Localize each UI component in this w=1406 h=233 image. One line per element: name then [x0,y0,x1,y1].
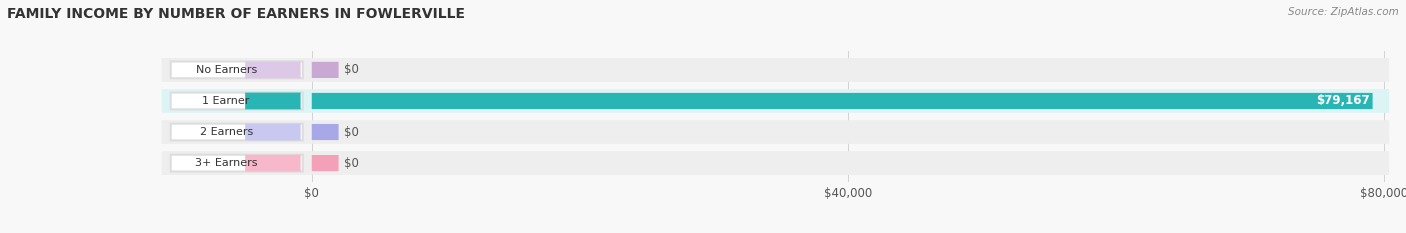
FancyBboxPatch shape [245,124,301,140]
Text: No Earners: No Earners [195,65,257,75]
FancyBboxPatch shape [312,155,339,171]
FancyBboxPatch shape [245,62,301,78]
FancyBboxPatch shape [162,89,1389,113]
Text: 3+ Earners: 3+ Earners [195,158,257,168]
Text: $0: $0 [344,126,359,139]
FancyBboxPatch shape [312,62,339,78]
FancyBboxPatch shape [245,155,301,171]
Text: $79,167: $79,167 [1316,94,1369,107]
FancyBboxPatch shape [170,155,302,171]
Text: Source: ZipAtlas.com: Source: ZipAtlas.com [1288,7,1399,17]
Text: FAMILY INCOME BY NUMBER OF EARNERS IN FOWLERVILLE: FAMILY INCOME BY NUMBER OF EARNERS IN FO… [7,7,465,21]
FancyBboxPatch shape [312,93,1372,109]
Text: $0: $0 [344,63,359,76]
Text: $0: $0 [344,157,359,170]
FancyBboxPatch shape [162,58,1389,82]
Text: 1 Earner: 1 Earner [202,96,250,106]
FancyBboxPatch shape [245,93,301,109]
FancyBboxPatch shape [162,151,1389,175]
FancyBboxPatch shape [170,62,302,78]
FancyBboxPatch shape [170,124,302,140]
FancyBboxPatch shape [162,120,1389,144]
FancyBboxPatch shape [170,93,302,109]
FancyBboxPatch shape [312,124,339,140]
Text: 2 Earners: 2 Earners [200,127,253,137]
